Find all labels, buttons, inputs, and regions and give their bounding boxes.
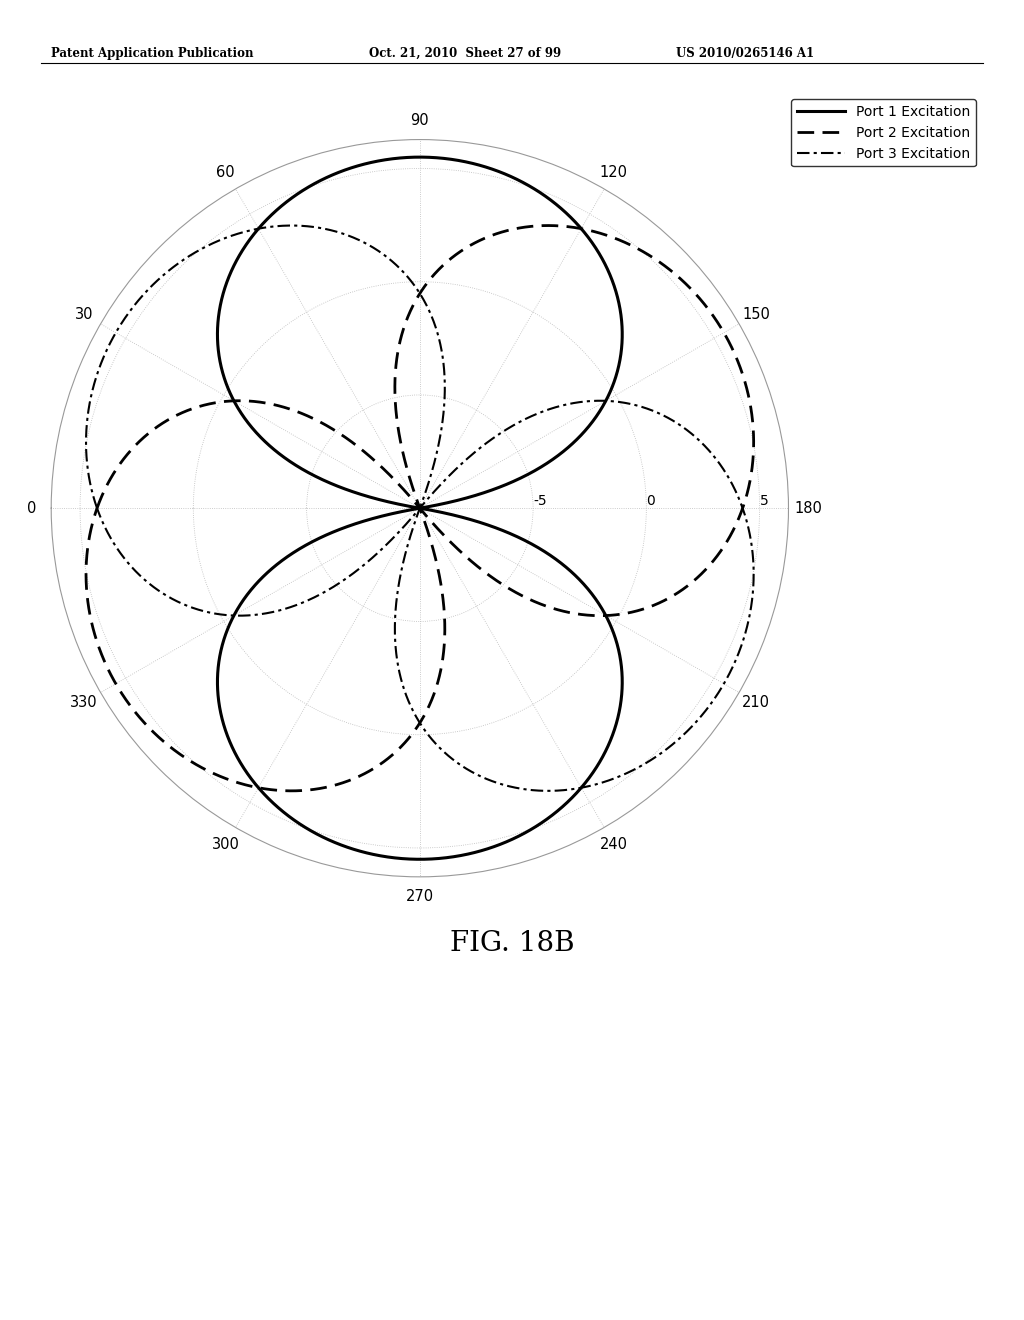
Text: Oct. 21, 2010  Sheet 27 of 99: Oct. 21, 2010 Sheet 27 of 99 (369, 46, 561, 59)
Legend: Port 1 Excitation, Port 2 Excitation, Port 3 Excitation: Port 1 Excitation, Port 2 Excitation, Po… (791, 99, 976, 166)
Text: US 2010/0265146 A1: US 2010/0265146 A1 (676, 46, 814, 59)
Text: FIG. 18B: FIG. 18B (450, 931, 574, 957)
Text: Patent Application Publication: Patent Application Publication (51, 46, 254, 59)
